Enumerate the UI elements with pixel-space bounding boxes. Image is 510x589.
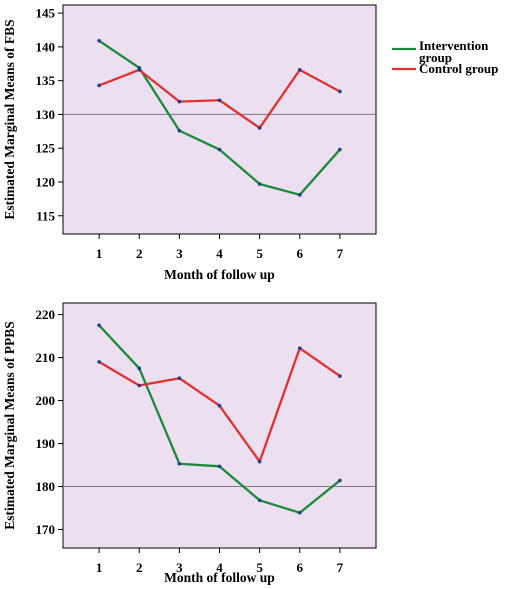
legend-label-intervention: Intervention group [419, 38, 489, 65]
data-point [97, 39, 101, 43]
legend-label-control: Control group [419, 61, 498, 76]
x-tick-label: 1 [96, 560, 103, 575]
data-point [217, 464, 222, 469]
data-point [97, 323, 101, 328]
data-point [97, 360, 101, 364]
y-tick-label: 170 [36, 522, 56, 537]
x-tick-label: 2 [136, 246, 143, 261]
data-point [338, 89, 342, 94]
y-tick-label: 125 [36, 141, 56, 156]
y-axis-label: Estimated Marginal Means of FBS [2, 19, 17, 219]
y-tick-label: 145 [36, 6, 56, 21]
x-tick-label: 3 [176, 246, 183, 261]
data-point [217, 147, 222, 152]
x-tick-label: 6 [297, 246, 304, 261]
x-tick-label: 3 [176, 560, 183, 575]
plot-area [62, 302, 377, 549]
data-point [177, 99, 182, 104]
data-point [137, 68, 142, 72]
y-tick-label: 220 [36, 307, 56, 322]
x-tick-label: 1 [96, 246, 103, 261]
data-point [297, 346, 302, 350]
data-point [297, 68, 302, 72]
data-point [137, 366, 142, 371]
data-point [338, 374, 342, 378]
x-tick-label: 2 [136, 560, 143, 575]
x-tick-label: 5 [256, 246, 263, 261]
data-point [297, 510, 302, 515]
x-tick-label: 7 [337, 560, 344, 575]
x-axis-label: Month of follow up [164, 570, 275, 585]
data-point [338, 478, 342, 483]
data-point [177, 128, 182, 133]
plot-area [62, 4, 377, 235]
y-tick-label: 135 [36, 73, 56, 88]
x-tick-label: 4 [216, 560, 223, 575]
data-point [217, 403, 222, 408]
data-point [338, 147, 342, 152]
y-axis-label: Estimated Marginal Means of PPBS [2, 321, 17, 530]
y-tick-label: 120 [36, 174, 56, 189]
x-tick-label: 5 [256, 560, 263, 575]
data-point [257, 126, 262, 130]
x-axis-label: Month of follow up [164, 267, 275, 282]
data-point [137, 383, 142, 388]
data-point [257, 459, 262, 464]
y-tick-label: 210 [36, 350, 56, 365]
y-tick-label: 130 [36, 107, 56, 122]
chart-2: 170 180 190 200 210 220 1 2 3 4 5 6 7 Month of follow… [2, 302, 377, 585]
x-tick-label: 4 [216, 246, 223, 261]
y-tick-label: 140 [36, 39, 56, 54]
data-point [217, 98, 222, 103]
x-tick-label: 6 [297, 560, 304, 575]
data-point [257, 498, 262, 503]
data-point [257, 182, 262, 186]
chart-1: 115 120 125 130 135 140 145 1 2 3 4 5 6 7 Month of fol… [2, 4, 498, 282]
data-point [177, 461, 182, 466]
data-point [297, 193, 302, 197]
data-point [97, 83, 101, 88]
x-tick-label: 7 [337, 246, 344, 261]
y-tick-label: 115 [36, 208, 55, 223]
y-tick-label: 180 [36, 479, 56, 494]
y-tick-label: 200 [36, 393, 56, 408]
y-tick-label: 190 [36, 436, 56, 451]
data-point [177, 376, 182, 381]
